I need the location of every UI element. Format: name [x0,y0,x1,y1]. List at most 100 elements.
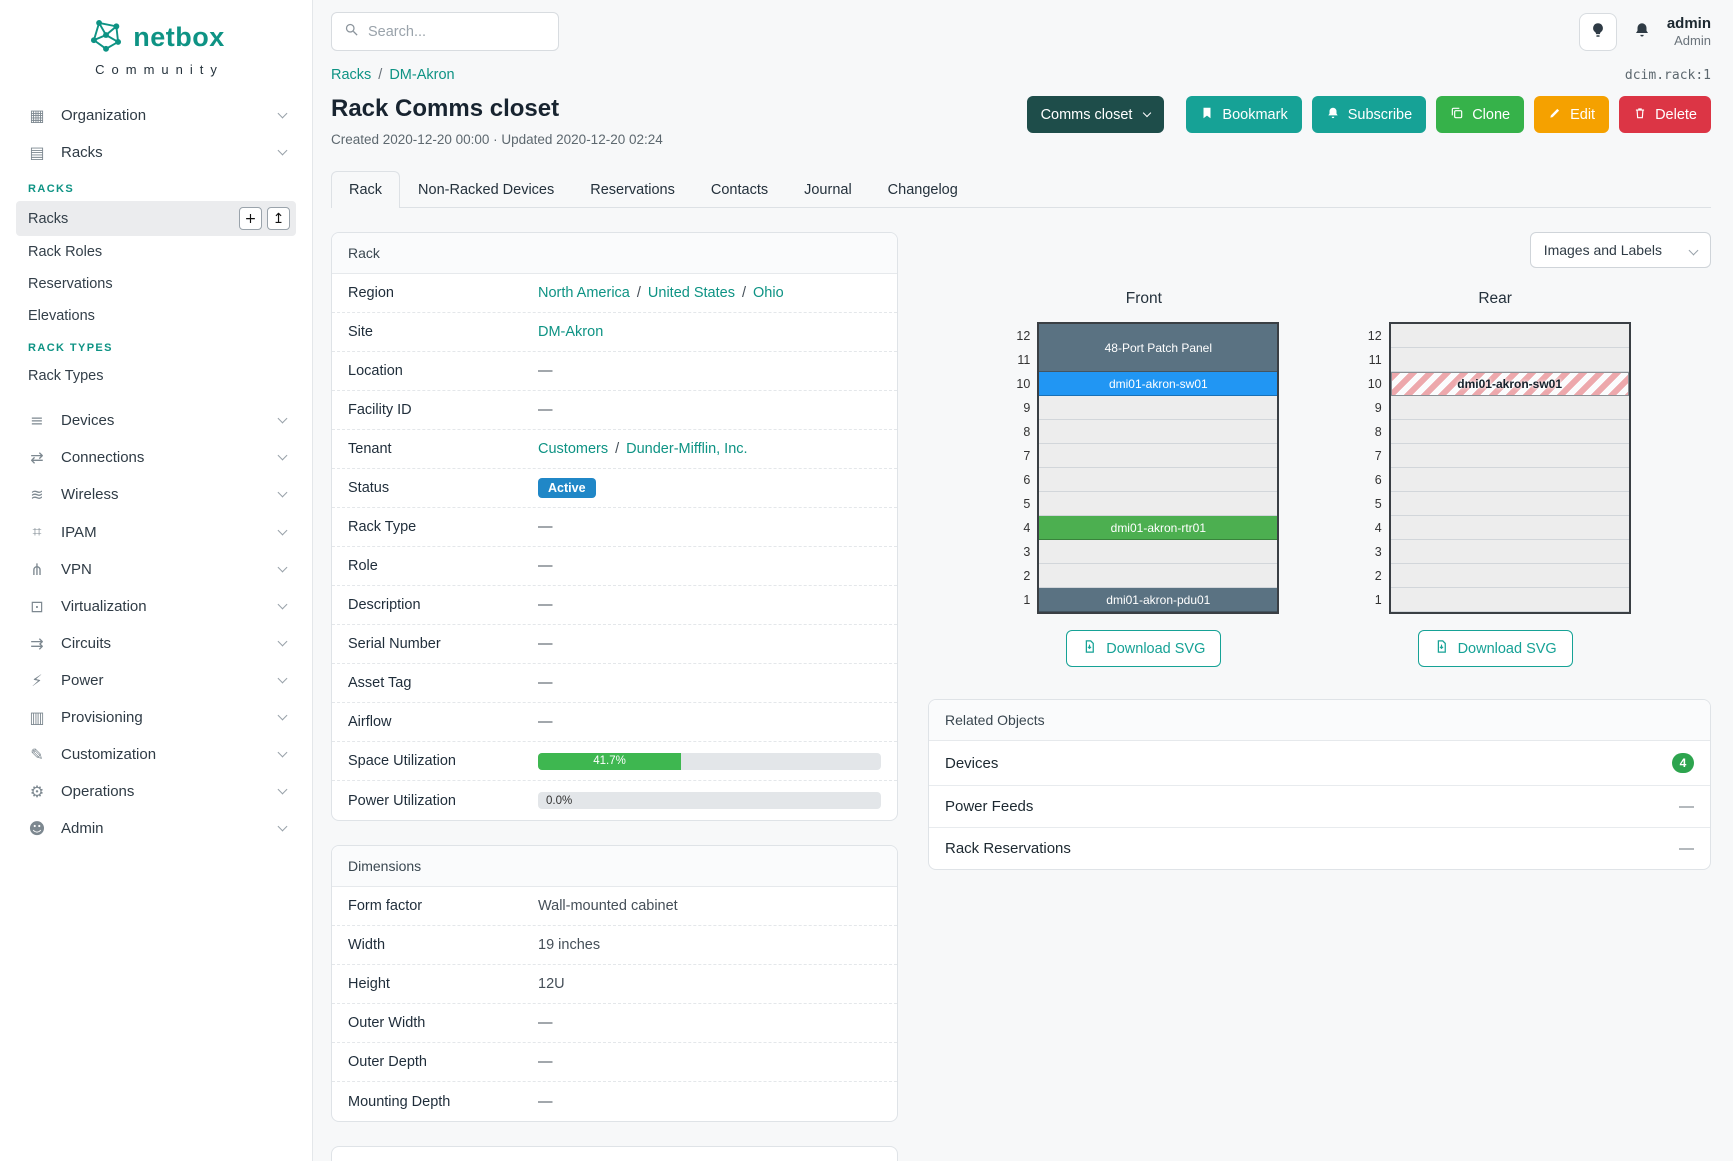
sidebar-item-virtualization[interactable]: ⊡ Virtualization [16,588,296,625]
chevron-down-icon [277,636,288,647]
sidebar-item-vpn[interactable]: ⋔ VPN [16,551,296,588]
region-link-continent[interactable]: North America [538,285,630,301]
rack-unit-empty[interactable] [1039,420,1278,444]
rack-device-dmi01-akron-pdu01[interactable]: dmi01-akron-pdu01 [1039,588,1278,612]
unit-number: 2 [1374,569,1382,583]
rack-device-dmi01-akron-rtr01[interactable]: dmi01-akron-rtr01 [1039,516,1278,540]
rack-unit-empty[interactable] [1390,420,1629,444]
region-link-country[interactable]: United States [647,285,735,301]
region-link-state[interactable]: Ohio [753,285,784,301]
rack-unit-empty[interactable] [1390,444,1629,468]
related-row-power-feeds[interactable]: Power Feeds — [929,786,1710,828]
rack-device-dmi01-akron-sw01[interactable]: dmi01-akron-sw01 [1039,372,1278,396]
sidebar-item-circuits[interactable]: ⇉ Circuits [16,625,296,662]
delete-button[interactable]: Delete [1619,96,1711,133]
context-dropdown-button[interactable]: Comms closet [1026,96,1165,133]
sidebar-item-racks[interactable]: ▤ Racks [16,134,296,171]
search-box[interactable] [331,12,559,51]
topbar: admin Admin [313,0,1733,59]
sidebar-item-reservations[interactable]: Reservations [28,276,113,292]
rack-device-dmi01-akron-sw01[interactable]: dmi01-akron-sw01 [1390,372,1629,396]
clone-button[interactable]: Clone [1436,96,1525,133]
tab-changelog[interactable]: Changelog [887,182,958,198]
sidebar-item-operations[interactable]: ⚙ Operations [16,773,296,810]
rack-unit-empty[interactable] [1390,468,1629,492]
subscribe-button[interactable]: Subscribe [1311,96,1427,133]
rack-unit-empty[interactable] [1039,396,1278,420]
attr-row-status: Status Active [332,469,897,508]
unit-number: 7 [1023,449,1031,463]
download-svg-rear-button[interactable]: Download SVG [1417,630,1573,667]
rack-unit-empty[interactable] [1039,492,1278,516]
page-title: Rack Comms closet [331,95,560,122]
file-download-icon [1082,639,1097,658]
related-row-devices[interactable]: Devices 4 [929,741,1710,786]
site-link[interactable]: DM-Akron [538,324,604,340]
tab-contacts[interactable]: Contacts [710,182,769,198]
sidebar-item-provisioning[interactable]: ▥ Provisioning [16,699,296,736]
rack-unit-empty[interactable] [1390,396,1629,420]
unit-number: 3 [1023,545,1031,559]
sidebar-item-customization[interactable]: ✎ Customization [16,736,296,773]
rack-unit-empty[interactable] [1390,516,1629,540]
tenant-link[interactable]: Dunder-Mifflin, Inc. [626,441,748,457]
chevron-down-icon [277,487,288,498]
related-row-rack-reservations[interactable]: Rack Reservations — [945,840,1694,857]
unit-number: 1 [1374,593,1382,607]
user-menu[interactable]: admin Admin [1667,15,1711,49]
rack-unit-empty[interactable] [1039,564,1278,588]
rack-unit-empty[interactable] [1390,348,1629,372]
rack-panel: Rack Region North America / United State… [331,232,898,821]
rack-unit-empty[interactable] [1390,492,1629,516]
attr-row-power-utilization: Power Utilization 0.0% [332,781,897,820]
unit-number: 11 [1017,353,1031,367]
elevation-view-select[interactable]: Images and Labels [1529,232,1711,268]
sidebar-item-racks[interactable]: Racks + ↥ [16,201,296,236]
import-rack-button[interactable]: ↥ [267,207,290,230]
sidebar-item-power[interactable]: ⚡ Power [16,662,296,699]
tab-rack[interactable]: Rack [331,171,401,208]
sidebar-item-ipam[interactable]: ⌗ IPAM [16,513,296,551]
notifications-button[interactable] [1633,21,1651,42]
rack-unit-empty[interactable] [1039,444,1278,468]
rack-unit-empty[interactable] [1390,588,1629,612]
dimension-row-outer-width: Outer Width — [332,1004,897,1043]
chevron-down-icon [277,710,288,721]
add-rack-button[interactable]: + [239,207,262,230]
rack-unit-empty[interactable] [1039,468,1278,492]
sidebar-item-rack-types[interactable]: Rack Types [28,368,104,384]
virtualization-icon: ⊡ [30,597,44,616]
tab-non-racked-devices[interactable]: Non-Racked Devices [418,182,555,198]
rack-unit-empty[interactable] [1390,564,1629,588]
unit-number: 5 [1374,497,1382,511]
file-download-icon [1434,639,1449,658]
sidebar-group-header-racks: RACKS [28,183,75,195]
bookmark-button[interactable]: Bookmark [1186,96,1302,133]
rack-unit-empty[interactable] [1390,324,1629,348]
sidebar-item-connections[interactable]: ⇄ Connections [16,439,296,476]
admin-icon: ☻ [28,819,46,838]
theme-toggle-button[interactable] [1578,12,1617,51]
power-icon: ⚡ [31,671,43,690]
rack-unit-empty[interactable] [1039,540,1278,564]
brand[interactable]: netbox Community [0,0,312,85]
tenant-group-link[interactable]: Customers [538,441,609,457]
sidebar-item-devices[interactable]: ≡ Devices [16,402,296,439]
sidebar-item-rack-roles[interactable]: Rack Roles [28,244,103,260]
breadcrumb-link-racks[interactable]: Racks [331,67,372,83]
sidebar-item-wireless[interactable]: ≋ Wireless [16,476,296,513]
edit-button[interactable]: Edit [1534,96,1610,133]
search-input[interactable] [368,23,555,40]
download-svg-front-button[interactable]: Download SVG [1066,630,1222,667]
breadcrumb-link-site[interactable]: DM-Akron [389,67,455,83]
sidebar-item-admin[interactable]: ☻ Admin [16,810,296,847]
rack-device-48-port-patch-panel[interactable]: 48-Port Patch Panel [1039,324,1278,372]
vpn-icon: ⋔ [30,560,44,579]
tab-reservations[interactable]: Reservations [590,182,675,198]
tab-journal[interactable]: Journal [804,182,852,198]
sidebar-item-elevations[interactable]: Elevations [28,308,95,324]
rack-unit-empty[interactable] [1390,540,1629,564]
sidebar-item-organization[interactable]: ▦ Organization [16,97,296,134]
attr-row-airflow: Airflow — [332,703,897,742]
front-label: Front [1125,290,1162,307]
